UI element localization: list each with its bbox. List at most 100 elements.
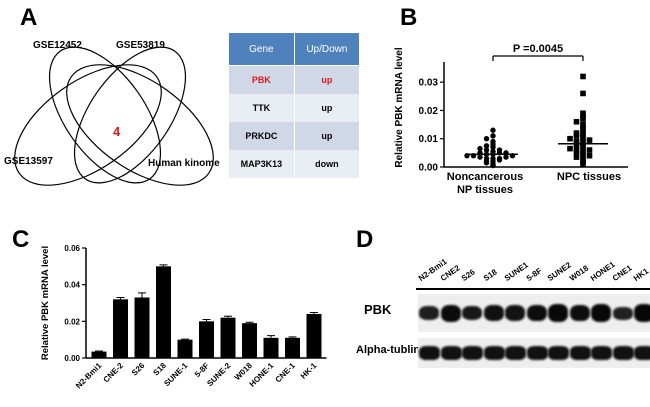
data-point <box>586 137 593 143</box>
pbk-band <box>462 305 482 321</box>
data-point <box>580 158 586 165</box>
p-value-annotation: P =0.0045 <box>513 43 563 55</box>
tubulin-band <box>634 346 650 360</box>
y-tick-label: 0.06 <box>64 244 80 253</box>
data-point <box>490 155 496 162</box>
pbk-band <box>569 304 590 322</box>
y-tick-label: 0.01 <box>419 134 439 145</box>
tubulin-band <box>548 346 569 360</box>
x-tick-label: CNE-1 <box>274 361 298 385</box>
tubulin-band <box>526 346 548 360</box>
x-tick-label: S18 <box>151 361 168 378</box>
tubulin-band <box>505 346 526 360</box>
x-category-label: NPC tissues <box>557 171 621 183</box>
tubulin-band <box>440 346 462 360</box>
data-point <box>580 131 586 138</box>
gene-cell: PBK <box>228 65 295 94</box>
venn-label-gse53819: GSE53819 <box>116 40 165 51</box>
x-tick-label: HK-1 <box>299 361 319 381</box>
data-point <box>573 133 580 139</box>
x-category-label: NP tissues <box>457 184 513 196</box>
data-point <box>503 154 509 160</box>
bar <box>177 339 193 358</box>
tubulin-band <box>462 346 483 360</box>
data-point <box>580 161 586 167</box>
gene-cell: TTK <box>228 94 295 122</box>
direction-cell: up <box>293 122 361 150</box>
x-tick-label: S26 <box>130 361 147 378</box>
table-row: PBK up <box>228 65 361 94</box>
scatter-chart: 0.00 0.01 0.02 0.03 Relative PBK mRNA level P… <box>394 43 628 196</box>
data-point <box>490 127 496 133</box>
data-point <box>580 116 586 122</box>
venn-ellipse-1 <box>14 64 162 186</box>
data-point <box>580 113 586 119</box>
bar-chart: 0.00 0.02 0.04 0.06 Relative PBK mRNA level N… <box>40 244 327 391</box>
data-point <box>496 147 503 153</box>
x-tick-label: HONE-1 <box>248 361 276 389</box>
venn-label-gse13597: GSE13597 <box>4 156 53 167</box>
direction-cell: down <box>293 150 361 178</box>
blot-lane-label: SUNE2 <box>545 260 573 283</box>
table-row: TTK up <box>228 94 361 122</box>
bar <box>242 323 257 358</box>
venn-ellipse-3 <box>73 46 187 184</box>
venn-ellipse-2 <box>48 46 162 184</box>
bar <box>113 299 128 358</box>
bar <box>91 351 107 358</box>
data-point <box>580 138 586 145</box>
data-point <box>490 133 496 139</box>
pbk-band <box>526 304 547 322</box>
direction-cell: up <box>293 65 361 94</box>
data-point <box>573 150 580 156</box>
western-blot: N2-Bmi1 CNE2 S26 S18 SUNE1 5-8F SUNE2 W018 HONE1… <box>356 240 650 407</box>
blot-lane-label: HONE1 <box>588 259 617 283</box>
venn-label-gse12452: GSE12452 <box>33 40 82 51</box>
gene-table: Gene Up/Down PBK up TTK up PRKDC up MAP3… <box>228 32 361 178</box>
table-row: MAP3K13 down <box>228 150 361 178</box>
data-point <box>580 124 586 131</box>
tubulin-band <box>591 346 612 360</box>
table-row: PRKDC up <box>228 122 361 150</box>
data-point <box>580 144 586 150</box>
blot-lane-label: HK1 <box>631 266 650 283</box>
data-point <box>573 130 580 136</box>
data-point <box>586 147 593 153</box>
x-tick-label: N2-Bmi1 <box>74 361 104 391</box>
bar <box>156 266 171 358</box>
y-axis-label: Relative PBK mRNA level <box>394 47 405 167</box>
venn-diagram <box>14 46 214 186</box>
x-tick-label: SUNE-1 <box>162 361 189 388</box>
data-point <box>573 118 580 125</box>
x-category-label: Noncancerous <box>447 171 523 183</box>
pbk-band <box>505 305 525 321</box>
bar <box>306 314 322 358</box>
blot-lane-label: S26 <box>459 267 477 283</box>
blot-row-label-pbk: PBK <box>364 302 392 317</box>
data-point <box>483 136 490 142</box>
bar <box>285 337 300 358</box>
data-point <box>496 155 503 162</box>
venn-intersection-count: 4 <box>113 124 121 139</box>
pbk-band <box>612 306 633 320</box>
data-point <box>580 151 586 158</box>
data-point <box>567 135 573 142</box>
data-point <box>573 142 580 149</box>
panel-letter-a: A <box>20 4 38 31</box>
data-point <box>490 148 496 155</box>
data-point <box>483 143 490 149</box>
pbk-band <box>419 306 439 320</box>
y-tick-label: 0.03 <box>419 78 439 89</box>
bar <box>134 297 150 358</box>
data-point <box>483 147 490 153</box>
data-point <box>573 147 580 153</box>
tubulin-strip <box>418 338 650 368</box>
x-tick-label: 5-8F <box>193 361 211 379</box>
data-point <box>580 73 586 80</box>
tubulin-band <box>612 346 634 360</box>
data-point <box>573 138 580 145</box>
tubulin-band <box>483 346 505 360</box>
data-point <box>567 145 573 152</box>
gene-table-header-row: Gene Up/Down <box>228 32 361 66</box>
pbk-band <box>634 304 650 322</box>
